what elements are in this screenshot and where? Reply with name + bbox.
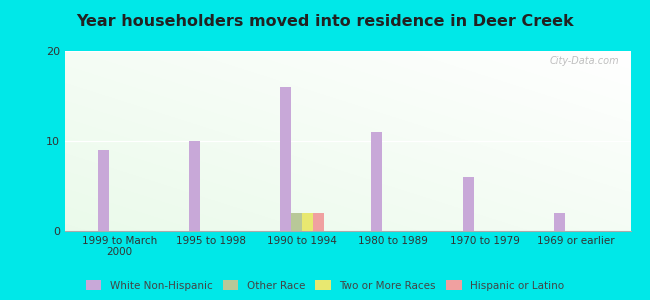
Bar [463, 177, 474, 231]
Bar [98, 150, 109, 231]
Bar [302, 213, 313, 231]
Legend: White Non-Hispanic, Other Race, Two or More Races, Hispanic or Latino: White Non-Hispanic, Other Race, Two or M… [81, 276, 569, 295]
Bar [371, 132, 382, 231]
Text: Year householders moved into residence in Deer Creek: Year householders moved into residence i… [76, 14, 574, 28]
Bar [280, 87, 291, 231]
Text: City-Data.com: City-Data.com [549, 56, 619, 66]
Bar [313, 213, 324, 231]
Bar [291, 213, 302, 231]
Bar [554, 213, 565, 231]
Bar [189, 141, 200, 231]
